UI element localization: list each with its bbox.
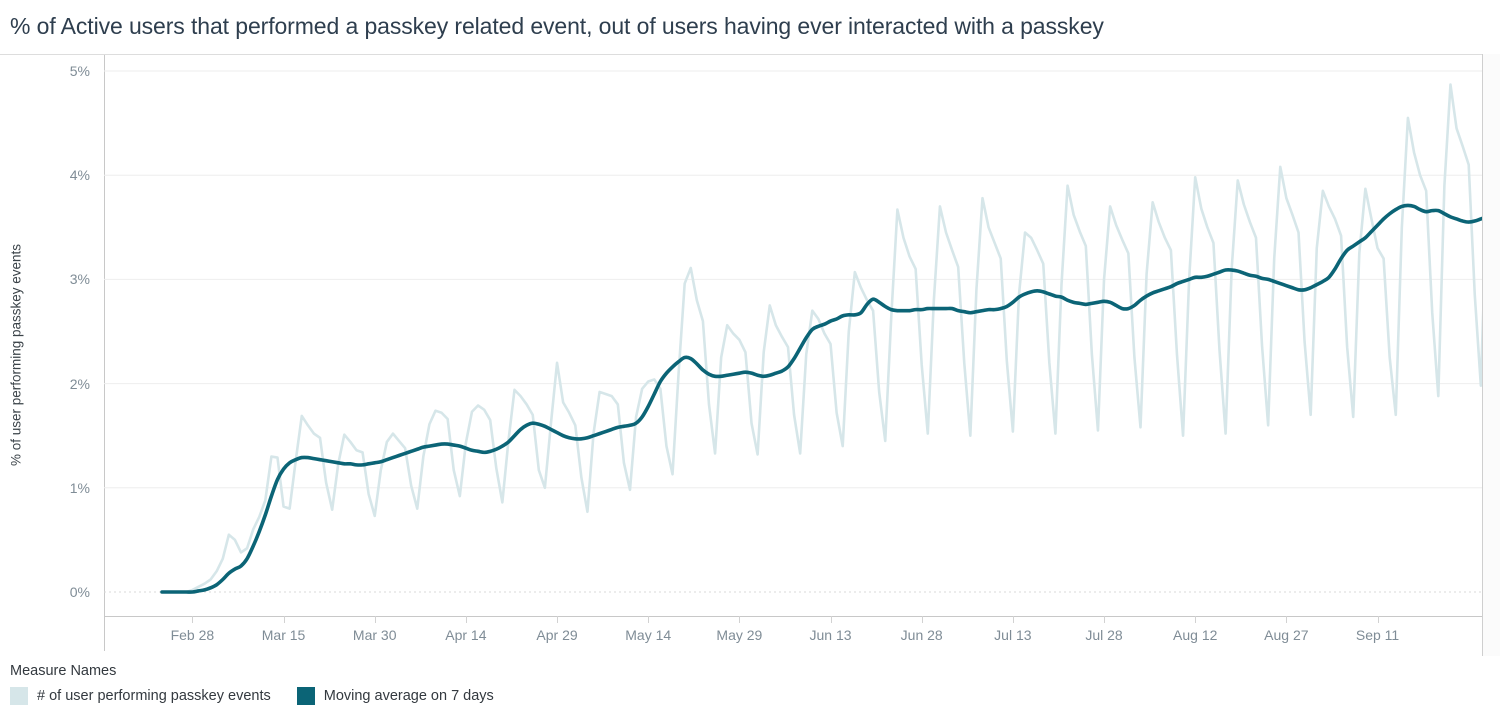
x-axis-line xyxy=(104,616,1482,617)
x-axis-tick-label: Apr 14 xyxy=(445,627,487,643)
legend-color-swatch xyxy=(10,687,28,705)
chart-right-border xyxy=(1482,54,1483,656)
series-line-raw xyxy=(160,83,1482,594)
x-axis-tick-mark xyxy=(283,616,285,623)
x-axis-tick-label: Aug 12 xyxy=(1173,627,1218,643)
x-axis-tick-label: Jun 28 xyxy=(900,627,943,643)
gridlines xyxy=(104,70,1482,593)
x-axis-tick-mark xyxy=(374,616,376,623)
legend-color-swatch xyxy=(296,687,315,705)
x-axis-tick-mark xyxy=(1104,616,1106,623)
y-axis-title: % of user performing passkey events xyxy=(8,243,24,467)
chart-svg xyxy=(104,70,1482,594)
x-axis-tick-label: Mar 30 xyxy=(352,627,397,643)
x-axis-tick-mark xyxy=(739,616,741,623)
legend: Measure Names # of user performing passk… xyxy=(0,663,1500,721)
x-axis-tick-label: Apr 29 xyxy=(536,627,578,643)
x-axis-tick-label: May 14 xyxy=(625,627,672,643)
x-axis-tick-mark xyxy=(465,616,467,623)
x-axis-tick-mark xyxy=(1195,616,1197,623)
y-axis-tick-label: 5% xyxy=(69,63,90,79)
x-axis-tick-mark xyxy=(1012,616,1014,623)
y-axis-tick-label: 3% xyxy=(69,271,90,288)
x-axis-tick-label: Mar 15 xyxy=(261,627,306,643)
legend-item-label: # of user performing passkey events xyxy=(37,688,271,704)
chart-right-gutter xyxy=(1483,54,1500,656)
x-axis-tick-mark xyxy=(1286,616,1288,623)
x-axis-tick-labels: Feb 28 Mar 15 Mar 30 Apr 14 Apr 29 May 14 May … xyxy=(0,616,1489,657)
y-axis-tick-labels: 0% 1% 2% 3% 4% 5% xyxy=(50,55,90,657)
legend-heading: Measure Names xyxy=(10,663,117,679)
legend-item[interactable]: Moving average on 7 days xyxy=(296,687,494,705)
y-axis-tick-label: 1% xyxy=(69,479,90,496)
x-axis-tick-label: Jul 28 xyxy=(1085,627,1123,643)
x-axis-tick-label: Feb 28 xyxy=(170,627,215,643)
legend-item-label: Moving average on 7 days xyxy=(323,688,494,704)
chart-title-bar: % of Active users that performed a passk… xyxy=(0,0,1500,54)
legend-item[interactable]: # of user performing passkey events xyxy=(10,687,271,705)
series-line-moving-average xyxy=(160,203,1482,594)
y-axis-line xyxy=(104,55,105,651)
x-axis-tick-label: Sep 11 xyxy=(1355,627,1400,643)
plot-area xyxy=(104,55,1482,616)
x-axis-tick-mark xyxy=(1377,616,1379,623)
x-axis-tick-mark xyxy=(557,616,559,623)
x-axis-tick-label: May 29 xyxy=(716,627,763,643)
x-axis-tick-label: Jul 13 xyxy=(994,627,1032,643)
y-axis-tick-label: 4% xyxy=(69,167,90,184)
page-title: % of Active users that performed a passk… xyxy=(10,13,1104,39)
legend-items: # of user performing passkey events Movin… xyxy=(10,687,520,705)
y-axis-tick-label: 0% xyxy=(69,584,90,600)
x-axis-tick-mark xyxy=(648,616,650,623)
x-axis-tick-label: Jun 13 xyxy=(809,627,852,643)
x-axis-tick-mark xyxy=(921,616,923,623)
chart-frame: % of user performing passkey events 0% 1%… xyxy=(0,54,1489,656)
y-axis-tick-label: 2% xyxy=(69,375,90,392)
x-axis-tick-mark xyxy=(192,616,194,623)
x-axis-tick-label: Aug 27 xyxy=(1264,627,1309,643)
x-axis-tick-mark xyxy=(830,616,832,623)
